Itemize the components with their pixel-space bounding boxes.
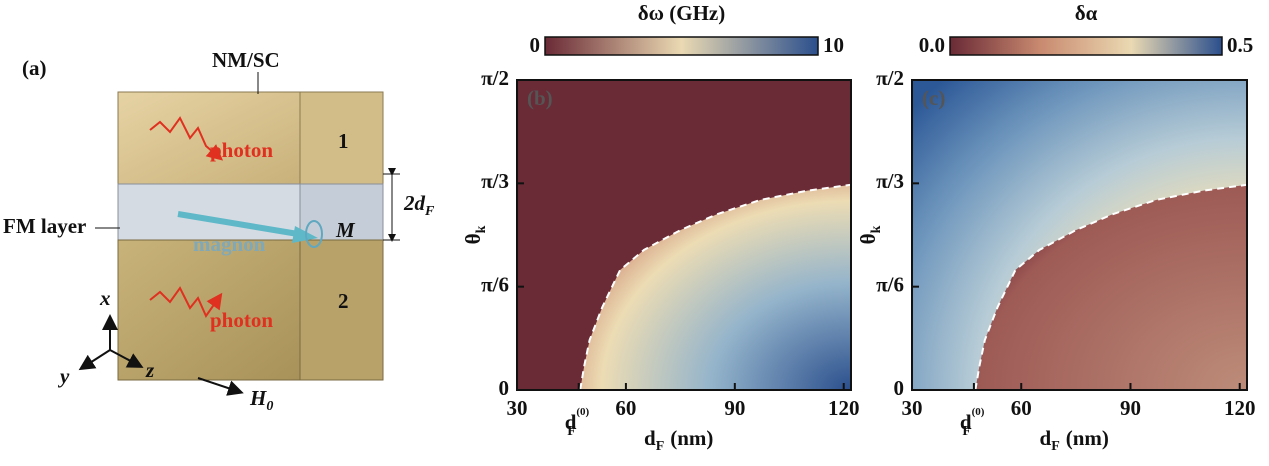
label: photon [210, 138, 273, 162]
text: F [962, 424, 971, 439]
y-tick-label: π/6 [481, 272, 509, 296]
label: x [99, 286, 111, 310]
colorbar-tick-label: 10 [823, 33, 844, 57]
colorbar-label: δω (GHz) [638, 1, 725, 25]
text: k [869, 225, 884, 233]
x-tick-label: 60 [615, 396, 636, 420]
x-tick-label: 90 [724, 396, 745, 420]
panel-label: (a) [22, 56, 47, 80]
arrowhead [292, 226, 318, 243]
text: (0) [972, 406, 985, 418]
y-axis-label: θk [856, 225, 884, 244]
text: (nm) [670, 426, 713, 450]
text: d [960, 410, 972, 434]
x-marker-label: d(0) F [565, 406, 590, 440]
text: d [644, 426, 656, 450]
label: 2 [338, 289, 349, 313]
y-axis-label: θk [461, 225, 489, 244]
plot-frame [911, 79, 1248, 391]
text: 2d [403, 191, 426, 215]
text: F [567, 424, 576, 439]
text: (0) [576, 406, 589, 418]
plot-frame [516, 79, 852, 391]
text: 0 [266, 399, 273, 414]
label: 1 [338, 129, 349, 153]
label: H0 [249, 386, 273, 414]
x-tick-label: 120 [828, 396, 860, 420]
x-marker-label: d(0) F [960, 406, 985, 440]
label: 2dF [403, 191, 435, 219]
heatmap-region [975, 184, 1247, 390]
label: M [335, 218, 356, 242]
label: NM/SC [212, 48, 280, 72]
text: F [656, 439, 665, 454]
layer-2-side [299, 239, 384, 381]
panel-label: (b) [527, 86, 553, 110]
text: k [474, 225, 489, 233]
text: θ [461, 233, 485, 244]
heatmap-region [580, 184, 851, 390]
y-tick-label: π/3 [876, 169, 904, 193]
colorbar-tick-label: 0.5 [1227, 33, 1253, 57]
colorbar [949, 36, 1223, 56]
y-tick-label: π/2 [481, 66, 509, 90]
photon-wave [149, 286, 223, 319]
x-tick-label: 60 [1011, 396, 1032, 420]
y-tick-label: 0 [499, 376, 510, 400]
text: (nm) [1066, 426, 1109, 450]
field-arrow [197, 377, 244, 396]
magnetization-arrow [177, 211, 299, 237]
text: d [1040, 426, 1052, 450]
axis-z [109, 349, 144, 368]
x-tick-label: 90 [1120, 396, 1141, 420]
text: θ [856, 233, 880, 244]
colorbar [544, 36, 819, 56]
y-tick-label: π/6 [876, 272, 904, 296]
panel-label: (c) [922, 86, 945, 110]
text: F [1051, 439, 1060, 454]
x-axis-label: dF (nm) [644, 426, 713, 454]
colorbar-tick-label: 0.0 [919, 33, 945, 57]
photon-wave [149, 116, 224, 161]
label: magnon [193, 232, 266, 256]
panel-a: (a) NM/SC 1 photon 2dF FM layer magnon M… [3, 48, 435, 414]
text: H [249, 386, 267, 410]
label: z [145, 358, 155, 382]
x-tick-label: 120 [1224, 396, 1256, 420]
y-tick-label: 0 [894, 376, 905, 400]
y-tick-label: π/3 [481, 169, 509, 193]
label: y [57, 364, 70, 388]
x-axis-label: dF (nm) [1040, 426, 1109, 454]
boundary-curve [579, 183, 852, 391]
axis-y [78, 349, 111, 371]
text: d [565, 410, 577, 434]
y-tick-label: π/2 [876, 66, 904, 90]
boundary-curve [974, 183, 1248, 391]
precession [305, 220, 323, 248]
colorbar-label: δα [1075, 1, 1098, 25]
colorbar-tick-label: 0 [530, 33, 541, 57]
x-tick-label: 30 [902, 396, 923, 420]
text: F [424, 204, 435, 219]
layer-1-front [117, 91, 301, 185]
label: FM layer [3, 214, 86, 238]
label: photon [210, 308, 273, 332]
x-tick-label: 30 [507, 396, 528, 420]
